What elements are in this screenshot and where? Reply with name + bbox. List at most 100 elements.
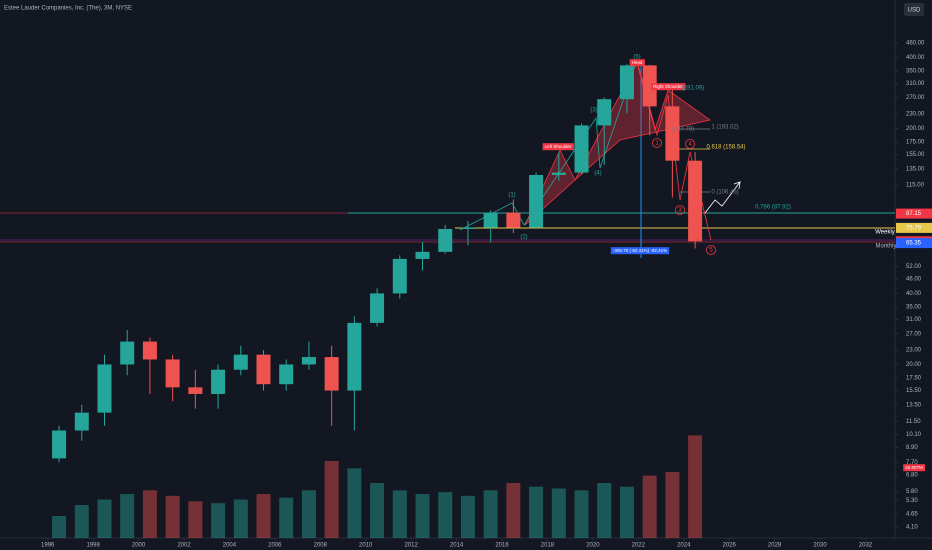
volume-bar	[551, 488, 566, 538]
y-tick-label: 350.00	[906, 69, 925, 75]
y-tick-label: 23.00	[906, 348, 922, 354]
price-marker	[896, 208, 932, 219]
volume-bar	[619, 486, 634, 538]
volume-bar	[74, 505, 89, 538]
annotation: (1)	[508, 193, 515, 199]
volume-bar	[97, 499, 112, 538]
chart-title: Estee Lauder Companies, Inc. (The), 3M, …	[4, 6, 132, 12]
annotation: Head	[632, 60, 643, 65]
y-tick-label: 460.00	[906, 41, 925, 47]
x-tick-label: 2020	[586, 543, 600, 549]
volume-bar	[256, 494, 271, 538]
price-marker-label: 75.79	[906, 225, 922, 231]
y-tick-label: 400.00	[906, 55, 925, 61]
candle-body	[551, 172, 566, 175]
y-tick-label: 52.00	[906, 264, 922, 270]
x-tick-label: 2006	[268, 543, 282, 549]
annotation: 40.607M	[905, 465, 923, 470]
annotation-box	[629, 59, 645, 67]
annotation: Weekly	[875, 230, 895, 236]
candle-body	[574, 125, 589, 173]
candle-body	[619, 65, 634, 100]
annotation: (5)	[633, 55, 640, 61]
y-tick-label: 27.00	[906, 331, 922, 337]
y-tick-label: 5.30	[906, 498, 918, 504]
annotation: 1	[655, 141, 659, 147]
y-tick-label: 5.80	[906, 489, 918, 495]
x-tick-label: 1996	[41, 543, 55, 549]
candle-body	[642, 65, 657, 107]
annotation: 4	[688, 142, 692, 148]
candle-body	[392, 258, 407, 294]
x-tick-label: 2030	[813, 543, 827, 549]
candle-body	[415, 251, 430, 259]
y-tick-label: 4.65	[906, 512, 918, 518]
volume-bar	[506, 483, 521, 538]
y-tick-label: 35.00	[906, 305, 922, 311]
y-tick-label: 31.00	[906, 317, 922, 323]
candle-body	[188, 387, 203, 394]
annotation-box	[542, 143, 574, 151]
candle-body	[301, 357, 316, 365]
price-marker	[896, 238, 932, 249]
volume-bar	[574, 490, 589, 538]
annotation-box	[610, 247, 670, 255]
annotation: (3)	[590, 108, 597, 114]
annotation: (187.79)	[672, 127, 694, 133]
candle-body	[347, 322, 362, 391]
x-tick-label: 2000	[132, 543, 146, 549]
candle-body	[438, 228, 453, 252]
y-tick-label: 270.00	[906, 95, 925, 101]
volume-bar	[438, 492, 453, 538]
candle-body	[324, 357, 339, 391]
x-tick-label: 2016	[495, 543, 509, 549]
y-tick-label: 115.00	[906, 183, 925, 189]
candle-body	[688, 160, 703, 242]
annotation: Right Shoulder	[653, 84, 683, 89]
x-tick-label: 2026	[722, 543, 736, 549]
wave-circle	[652, 138, 662, 148]
volume-bar	[211, 503, 226, 538]
candle-body	[120, 341, 135, 365]
x-tick-label: 2028	[768, 543, 782, 549]
volume-bar	[460, 495, 475, 538]
price-marker	[896, 222, 932, 233]
volume-bar	[347, 468, 362, 538]
volume-bar	[279, 497, 294, 538]
volume-bar	[52, 516, 67, 538]
x-tick-label: 1998	[86, 543, 100, 549]
volume-bar	[642, 475, 657, 538]
annotation: 3	[678, 208, 682, 214]
candle-body	[370, 293, 385, 323]
y-tick-label: 135.00	[906, 166, 925, 172]
y-tick-label: 20.00	[906, 362, 922, 368]
candle-body	[529, 174, 544, 228]
wave-circle	[675, 205, 685, 215]
annotation: 5	[709, 248, 713, 254]
y-tick-label: 6.80	[906, 473, 918, 479]
annotation: Left Shoulder	[545, 144, 572, 149]
candle-body	[142, 341, 157, 360]
candle-body	[279, 364, 294, 385]
candle-body	[165, 359, 180, 388]
projection-arrow	[704, 181, 742, 214]
annotation: (4)	[594, 171, 601, 177]
volume-bar	[597, 483, 612, 538]
annotation-box	[651, 83, 686, 91]
volume-bar	[188, 501, 203, 538]
x-tick-label: 2014	[450, 543, 464, 549]
annotation: (281.09)	[682, 86, 704, 92]
x-tick-label: 2022	[632, 543, 646, 549]
annotation-box	[903, 464, 926, 472]
volume-bar	[165, 495, 180, 538]
annotation: Monthly	[875, 244, 896, 250]
annotation: (2)	[520, 235, 527, 241]
annotation: 1 (193.02)	[711, 125, 738, 131]
wave-circle	[685, 139, 695, 149]
x-tick-label: 2012	[404, 543, 418, 549]
y-tick-label: 11.50	[906, 419, 921, 425]
candle-body	[97, 364, 112, 413]
volume-bar	[529, 486, 544, 538]
y-tick-label: 4.10	[906, 524, 918, 530]
y-tick-label: 46.00	[906, 277, 922, 283]
